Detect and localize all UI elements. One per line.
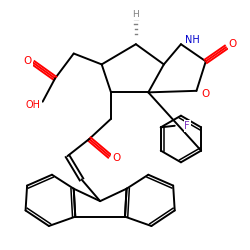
Text: OH: OH [26, 100, 41, 110]
Text: F: F [184, 121, 190, 131]
Text: NH: NH [185, 34, 200, 44]
Text: O: O [229, 39, 237, 49]
Text: H: H [132, 10, 139, 19]
Text: O: O [24, 56, 32, 66]
Text: O: O [112, 153, 120, 163]
Text: O: O [201, 89, 209, 99]
